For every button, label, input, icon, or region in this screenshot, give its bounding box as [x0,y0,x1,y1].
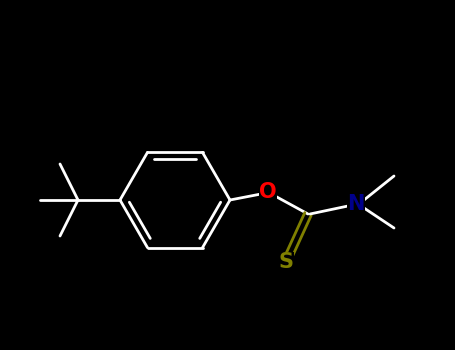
Text: N: N [347,194,365,214]
Text: O: O [259,182,277,202]
Text: S: S [278,252,293,272]
